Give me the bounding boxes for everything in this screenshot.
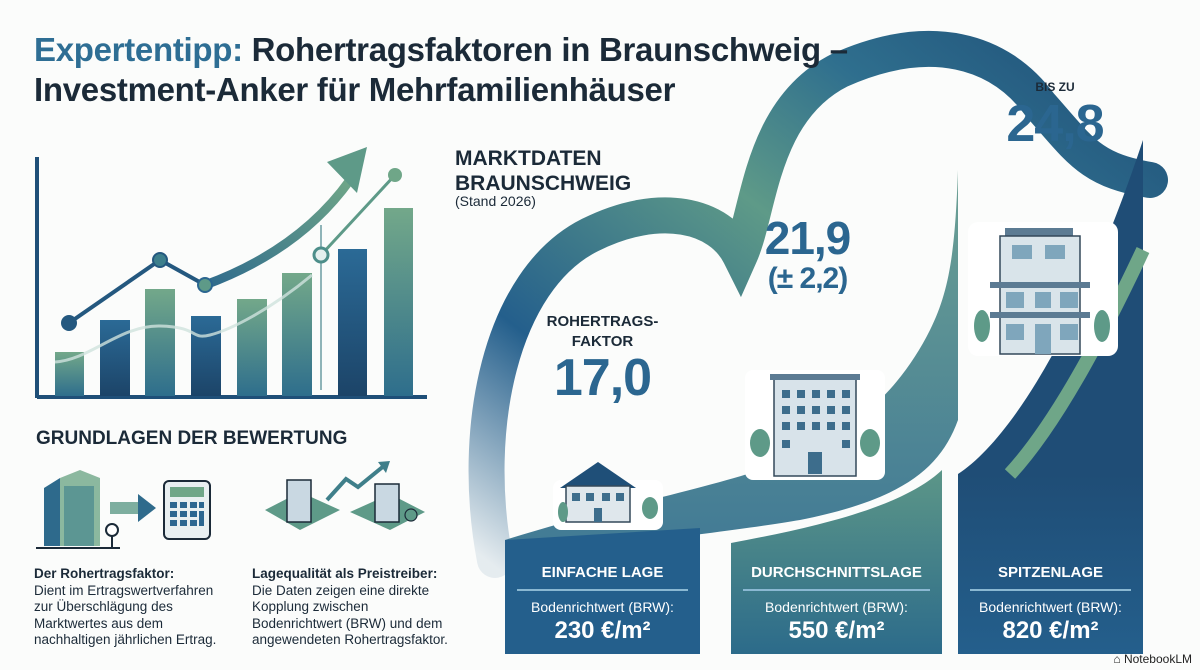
basics-item-text: Die Daten zeigen eine direkte Kopplung z… [252,582,448,648]
house-small-icon [553,462,663,530]
market-subtitle: (Stand 2026) [455,193,536,209]
office-building-icon [36,470,120,549]
basics-item-lagequalitaet: Lagequalität als Preistreiber: Die Daten… [252,566,462,649]
calculator-icon [163,480,211,540]
title-line1: Rohertragsfaktoren in Braunschweig – [242,31,848,68]
card-bg-einfache [505,528,700,654]
location-card-spitzen: SPITZENLAGE Bodenrichtwert (BRW): 820 €/… [958,564,1143,645]
factor-mid-range: (± 2,2) [767,262,848,295]
location-card-einfache: EINFACHE LAGE Bodenrichtwert (BRW): 230 … [505,564,700,645]
brw-label: Bodenrichtwert (BRW): [531,599,674,615]
basics-item-rohertragsfaktor: Der Rohertragsfaktor: Dient im Ertragswe… [34,566,224,649]
title-accent: Expertentipp: [34,31,243,68]
card-bg-spitzen-top [958,140,1143,474]
apartment-building-icon [745,370,885,480]
arrow-right-icon [110,494,156,522]
location-name: SPITZENLAGE [997,564,1103,581]
notebooklm-logo-icon: ⌂ [1113,652,1121,666]
card-bg-durchschnitt [731,470,942,654]
divider [970,589,1131,591]
notebooklm-brand: ⌂ NotebookLM [1113,652,1192,666]
factor-low-value: 17,0 [553,349,652,407]
brw-label: Bodenrichtwert (BRW): [979,599,1122,615]
market-heading-line2: BRAUNSCHWEIG [455,172,632,195]
location-name: DURCHSCHNITTSLAGE [751,564,922,581]
factor-top-value: 24,8 [1006,95,1104,153]
luxury-building-icon [968,222,1118,356]
market-heading-line1: MARKTDATEN [455,147,602,170]
brw-value: 550 €/m² [788,617,885,644]
factor-label-line2: FAKTOR [571,333,634,350]
brw-value: 820 €/m² [1002,617,1099,644]
card-bg-spitzen [958,474,1143,654]
basics-item-text: Dient im Ertragswertverfahren zur Übersc… [34,582,217,648]
market-heading: MARKTDATEN BRAUNSCHWEIG [455,146,631,196]
market-arc-ribbon [468,30,1168,578]
location-card-durchschnitt: DURCHSCHNITTSLAGE Bodenrichtwert (BRW): … [731,564,942,645]
brw-label: Bodenrichtwert (BRW): [765,599,908,615]
divider [517,589,688,591]
basics-heading: GRUNDLAGEN DER BEWERTUNG [36,428,348,449]
basics-item-title: Der Rohertragsfaktor: [34,566,175,581]
brw-value: 230 €/m² [554,617,651,644]
factor-label-line1: ROHERTRAGS- [546,313,659,330]
growth-chart-illustration [35,147,427,399]
title-line2: Investment-Anker für Mehrfamilienhäuser [34,71,676,108]
basics-item-title: Lagequalität als Preistreiber: [252,566,438,581]
page-title: Expertentipp: Rohertragsfaktoren in Brau… [34,30,848,110]
factor-top-prefix: BIS ZU [1035,80,1075,94]
location-comparison-icon [265,461,425,530]
brand-label: NotebookLM [1123,652,1192,666]
factor-mid-value: 21,9 [764,212,852,264]
divider [743,589,930,591]
factor-label: ROHERTRAGS- FAKTOR [545,312,660,352]
location-name: EINFACHE LAGE [541,564,664,581]
